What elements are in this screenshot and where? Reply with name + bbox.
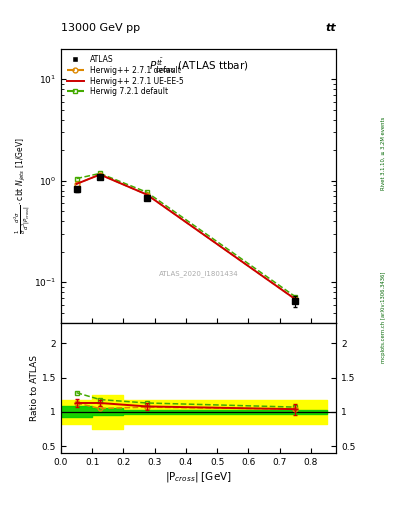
Text: tt: tt [325, 23, 336, 33]
Text: ATLAS_2020_I1801434: ATLAS_2020_I1801434 [159, 270, 238, 276]
Y-axis label: $\frac{1}{\sigma}\frac{d^2\sigma}{d^2|P_{cross}|}\cdot$cbt $N_{jets}$ [1/GeV]: $\frac{1}{\sigma}\frac{d^2\sigma}{d^2|P_… [13, 137, 32, 234]
Legend: ATLAS, Herwig++ 2.7.1 default, Herwig++ 2.7.1 UE-EE-5, Herwig 7.2.1 default: ATLAS, Herwig++ 2.7.1 default, Herwig++ … [65, 52, 186, 99]
Y-axis label: Ratio to ATLAS: Ratio to ATLAS [30, 355, 39, 421]
Text: 13000 GeV pp: 13000 GeV pp [61, 23, 140, 33]
Text: mcplots.cern.ch [arXiv:1306.3436]: mcplots.cern.ch [arXiv:1306.3436] [381, 272, 386, 363]
Text: $P^{t\bar{t}}_{cross}$ (ATLAS ttbar): $P^{t\bar{t}}_{cross}$ (ATLAS ttbar) [149, 57, 248, 75]
X-axis label: |P$_{cross}$| [GeV]: |P$_{cross}$| [GeV] [165, 470, 232, 484]
Text: Rivet 3.1.10, ≥ 3.2M events: Rivet 3.1.10, ≥ 3.2M events [381, 117, 386, 190]
